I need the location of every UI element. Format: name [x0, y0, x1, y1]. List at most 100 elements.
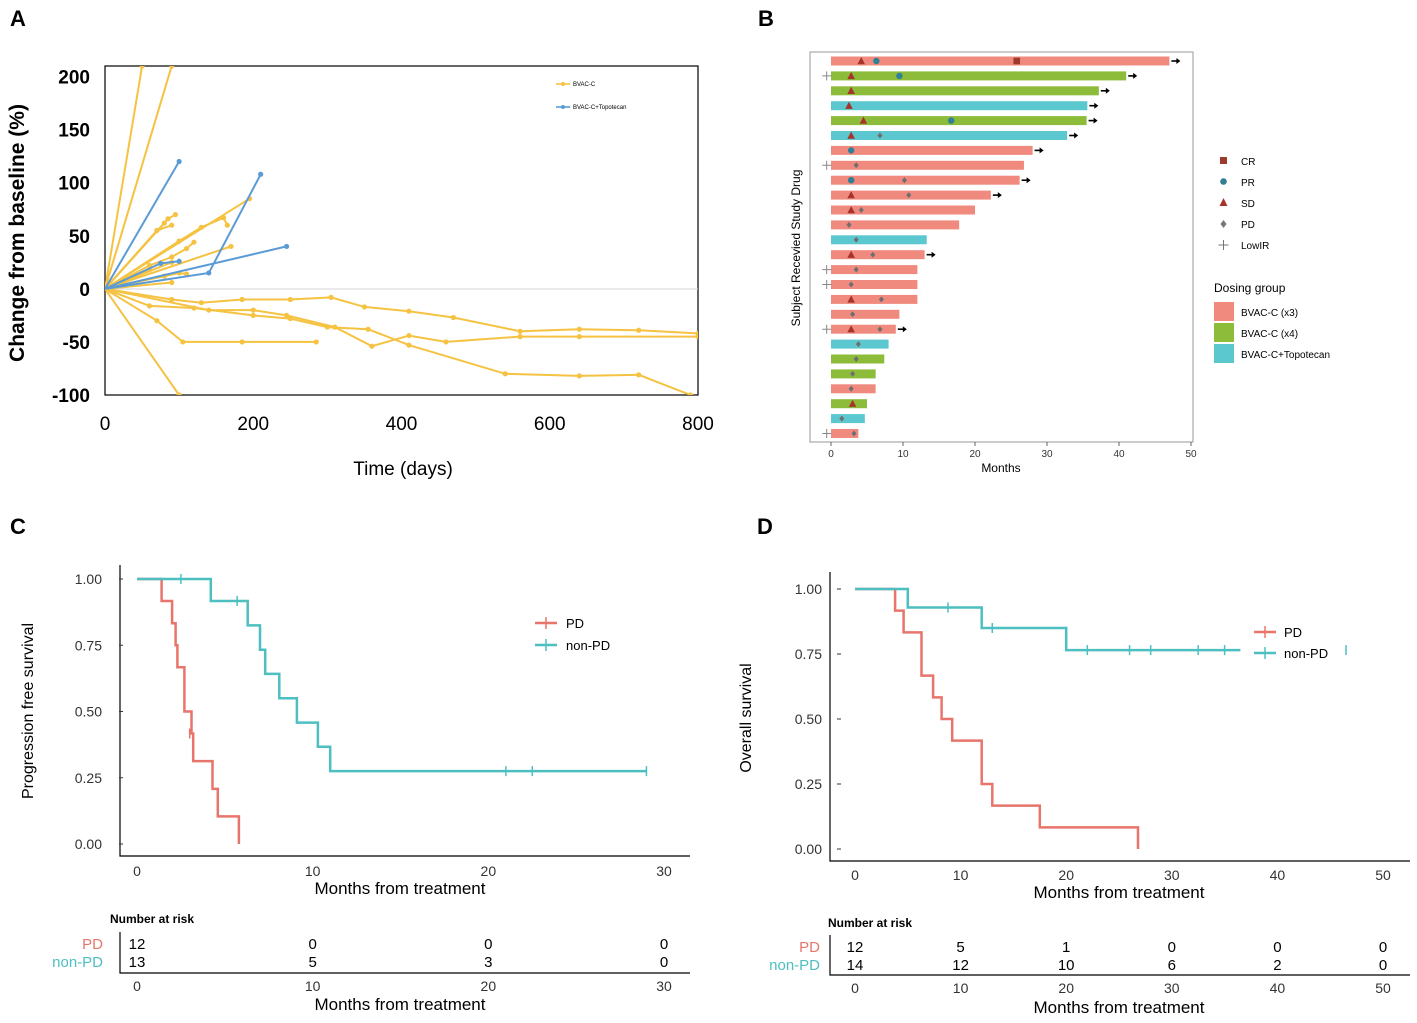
risk-value-2-2: 5 — [308, 954, 316, 971]
dosing-legend-title: Dosing group — [1214, 281, 1286, 295]
y-tick-0.75: 0.75 — [795, 646, 822, 662]
event-pd-10-2 — [906, 192, 912, 199]
event-pd-13-1 — [853, 236, 859, 243]
y-tick--100: -100 — [52, 386, 90, 407]
series-point-bvac-c-6-2 — [172, 211, 179, 218]
event-pd-8-2 — [853, 162, 859, 169]
panel-c-risk-title: Number at risk — [110, 912, 194, 926]
legend-cr-icon — [1220, 157, 1227, 164]
event-lowir-16-1 — [822, 280, 832, 289]
series-point-bvac-c-8-1 — [154, 227, 160, 234]
legend-lowir-icon — [1218, 240, 1229, 250]
risk-row-label-pd: PD — [799, 939, 820, 956]
bar-26 — [831, 429, 859, 438]
series-point-bvac-c-17-6 — [406, 332, 412, 339]
km-curve-pd — [137, 577, 241, 844]
panel-b-bars — [822, 56, 1181, 438]
event-sd-19-2 — [847, 325, 855, 333]
km-curve-non-pd — [137, 577, 647, 773]
panel-c-xlabel: Months from treatment — [314, 879, 485, 898]
bar-6 — [831, 131, 1068, 140]
series-line-bvac-c-topotecan-20 — [105, 173, 262, 290]
legend-pd-icon — [1220, 220, 1227, 228]
series-line-bvac-c-18 — [105, 287, 698, 335]
panel-b-xlabel: Months — [981, 461, 1020, 475]
x-tick-0: 0 — [828, 449, 834, 460]
risk-x-tick-0: 0 — [851, 980, 859, 996]
legend-pr-icon — [1220, 178, 1227, 185]
bar-5 — [831, 116, 1087, 126]
km-curve-non-pd — [855, 587, 1241, 652]
event-sd-17-1 — [847, 295, 855, 303]
bar-2 — [831, 71, 1127, 81]
x-tick-0: 0 — [851, 867, 859, 883]
bar-18 — [831, 309, 900, 319]
y-tick-100: 100 — [58, 174, 90, 195]
risk-value-1-3: 0 — [484, 936, 492, 953]
series-line-bvac-c-topotecan-21 — [105, 245, 287, 290]
event-pd-16-2 — [848, 281, 854, 288]
risk-value-1-3: 1 — [1062, 939, 1070, 956]
risk-x-tick-40: 40 — [1270, 980, 1286, 996]
bar-12 — [831, 220, 960, 230]
risk-x-tick-10: 10 — [305, 978, 321, 994]
series-point-bvac-c-15-4 — [313, 339, 319, 345]
legend-dot-bvac-c — [561, 82, 565, 86]
bar-1 — [831, 56, 1170, 66]
x-tick-10: 10 — [953, 867, 969, 883]
dosing-label-topotecan: BVAC-C+Topotecan — [1241, 350, 1330, 361]
ongoing-arrowhead-6 — [1074, 132, 1079, 139]
ongoing-arrowhead-7 — [1039, 147, 1044, 154]
ongoing-arrowhead-14 — [931, 251, 936, 258]
series-point-bvac-c-9-1 — [228, 243, 234, 250]
risk-value-2-3: 3 — [484, 954, 492, 971]
y-tick-0.50: 0.50 — [75, 704, 102, 720]
panel-c-ylabel: Progression free survival — [20, 623, 37, 799]
event-pd-20-1 — [855, 341, 861, 348]
risk-value-2-6: 0 — [1379, 957, 1387, 974]
panel-c-risk-x-ticks: 0 10 20 30 — [133, 978, 672, 994]
panel-d-legend: PD non-PD — [1254, 625, 1328, 661]
event-sd-4-1 — [845, 101, 853, 109]
risk-value-2-3: 10 — [1058, 957, 1075, 974]
ongoing-arrowhead-5 — [1093, 117, 1098, 124]
series-point-bvac-c-17-9 — [576, 334, 583, 340]
bar-7 — [831, 145, 1033, 155]
series-point-bvac-c-16-3 — [250, 312, 256, 319]
legend-dot-bvac-c-topotecan — [561, 105, 565, 109]
bar-11 — [831, 205, 975, 215]
bar-8 — [831, 160, 1024, 170]
series-point-bvac-c-17-8 — [517, 334, 523, 340]
series-point-bvac-c-17-7 — [443, 339, 449, 345]
event-pd-18-1 — [850, 311, 856, 318]
bar-4 — [831, 101, 1088, 111]
risk-x-tick-10: 10 — [953, 980, 969, 996]
risk-value-1-4: 0 — [660, 936, 668, 953]
series-point-bvac-c-18-5 — [328, 294, 334, 300]
x-tick-800: 800 — [682, 414, 714, 435]
x-tick-0: 0 — [133, 863, 141, 879]
risk-x-tick-0: 0 — [133, 978, 141, 994]
bar-16 — [831, 280, 918, 289]
y-tick-0.50: 0.50 — [795, 711, 822, 727]
panel-d-axes — [829, 572, 1410, 862]
panel-c-x-ticks: 0 10 20 30 — [133, 863, 672, 879]
event-pd-6-2 — [877, 132, 883, 139]
x-tick-30: 30 — [1041, 449, 1053, 460]
y-tick-0: 0 — [79, 280, 90, 301]
ongoing-arrowhead-10 — [997, 192, 1002, 199]
series-point-bvac-c-topotecan-21-1 — [284, 243, 290, 250]
panel-a-letter: A — [10, 6, 26, 31]
series-line-bvac-c-topotecan-19 — [105, 160, 180, 290]
event-sd-1-1 — [857, 57, 866, 65]
risk-value-2-1: 14 — [847, 957, 864, 974]
ongoing-arrowhead-9 — [1026, 177, 1031, 184]
event-lowir-8-1 — [822, 160, 832, 170]
risk-row-label-non-pd: non-PD — [52, 954, 103, 971]
panel-a-xlabel: Time (days) — [353, 459, 453, 480]
event-pr-9-1 — [847, 177, 855, 184]
series-point-bvac-c-17-3 — [284, 312, 290, 319]
risk-x-tick-30: 30 — [656, 978, 672, 994]
x-tick-40: 40 — [1270, 867, 1286, 883]
panel-d: D 0 10 20 30 40 50 1.000.750.500.250.00 Month… — [738, 514, 1410, 1017]
